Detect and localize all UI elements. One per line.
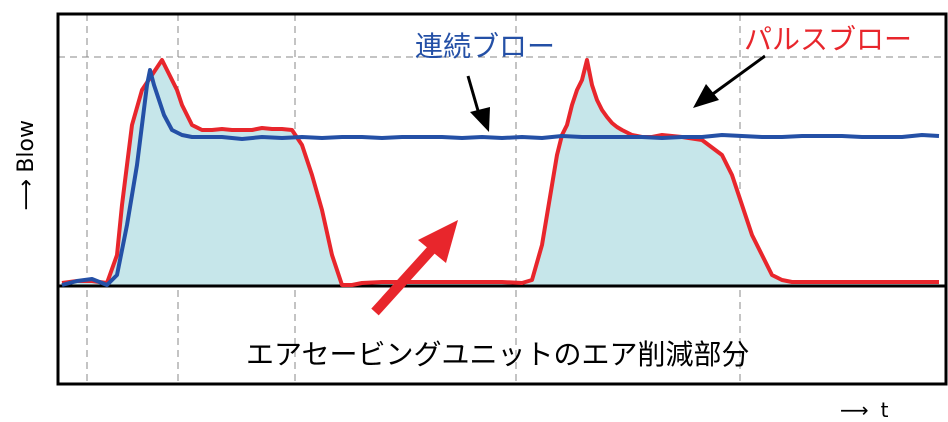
y-axis-arrow-icon: ⟶ bbox=[13, 178, 39, 211]
series-line-pulse bbox=[61, 58, 939, 287]
savings-annotation: エアセービングユニットのエア削減部分 bbox=[246, 338, 749, 371]
x-axis-title: t bbox=[880, 398, 889, 422]
x-axis-arrow-icon: ⟶ bbox=[840, 398, 869, 422]
continuous-callout-arrow bbox=[466, 75, 490, 132]
plot-frame bbox=[56, 12, 948, 386]
savings-fill-area bbox=[62, 60, 939, 285]
y-axis-title: Blow bbox=[13, 119, 39, 173]
pulse-callout-arrow bbox=[693, 54, 766, 108]
continuous-blow-label: 連続ブロー bbox=[415, 30, 555, 63]
x-axis-label: ⟶ t bbox=[840, 398, 889, 422]
series-line-continuous bbox=[61, 68, 940, 287]
savings-callout-arrow bbox=[371, 220, 458, 316]
y-axis-label: Blow ⟶ bbox=[6, 95, 46, 235]
pulse-blow-label: パルスブロー bbox=[744, 23, 912, 56]
